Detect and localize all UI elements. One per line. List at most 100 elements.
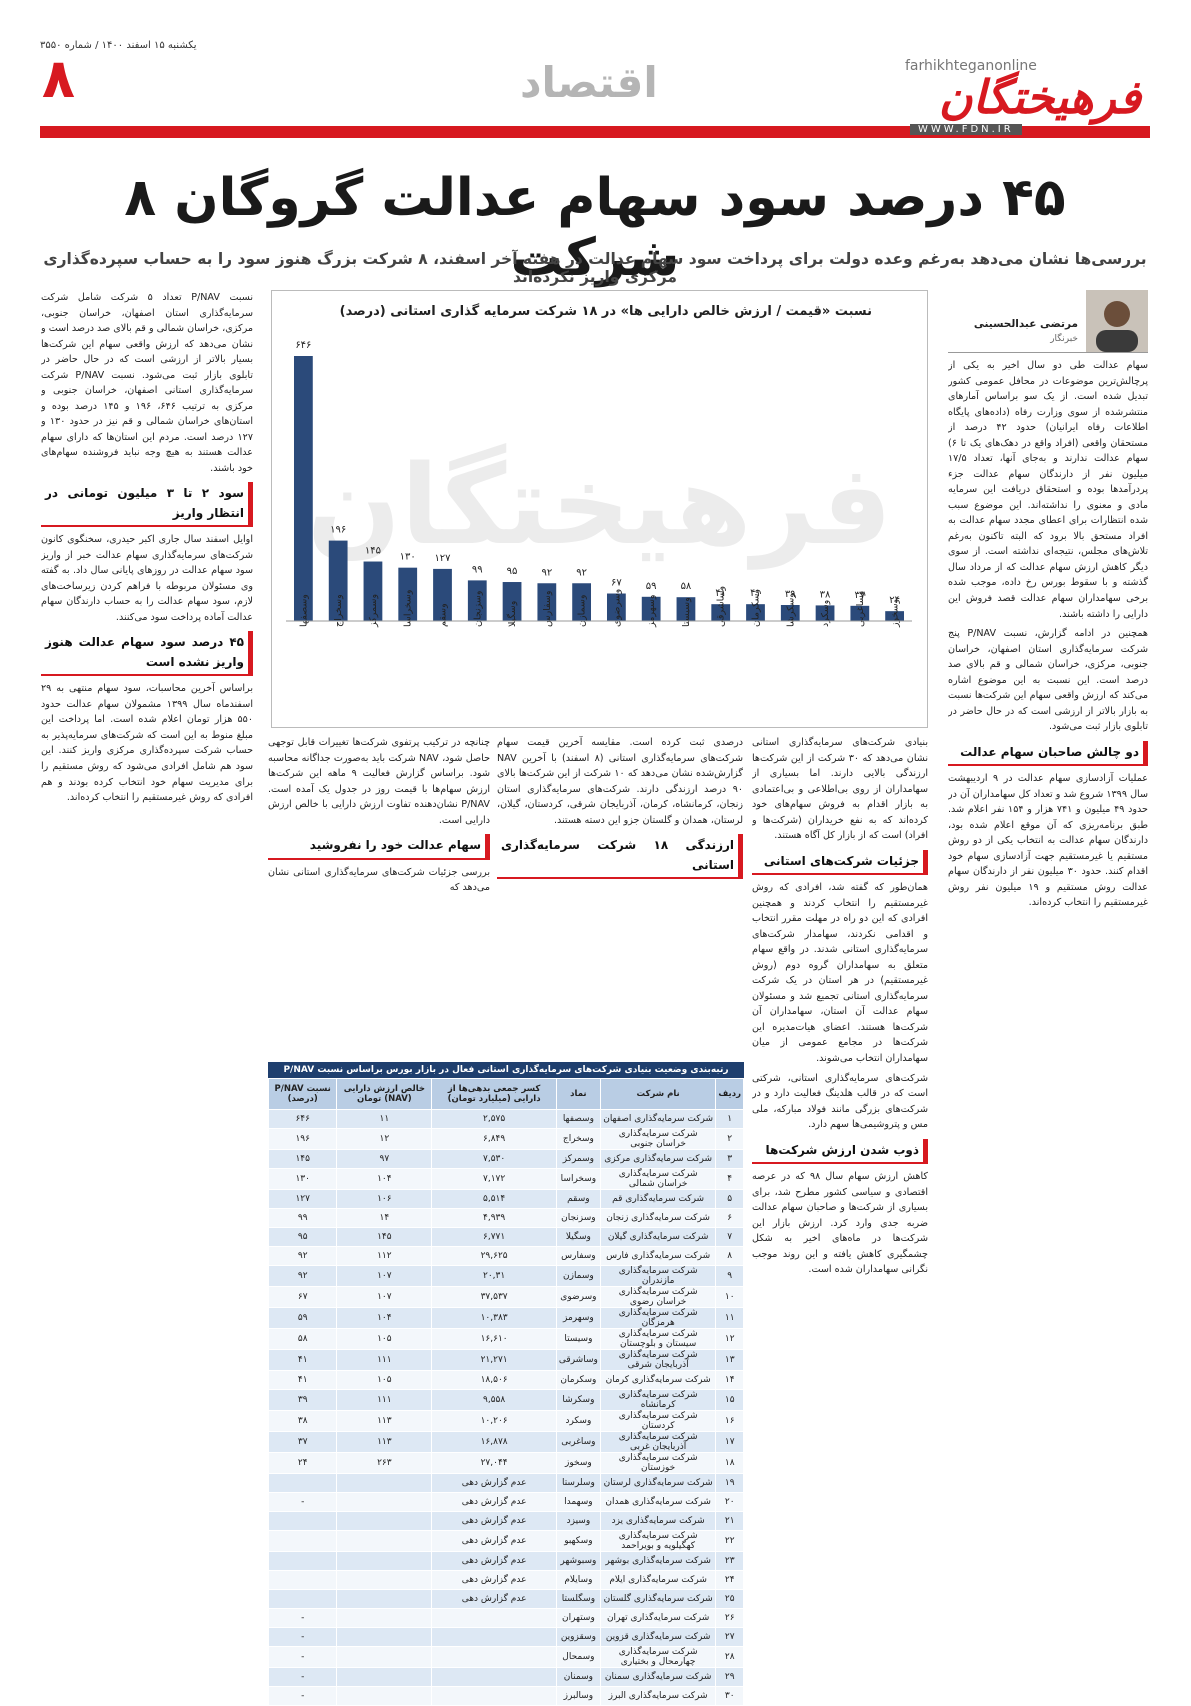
table-cell: ۴,۹۳۹ (431, 1208, 557, 1228)
table-cell: ۱۹ (715, 1473, 744, 1493)
category-label: وسزنجان (472, 591, 483, 627)
table-cell: ۱۳۰ (267, 1168, 338, 1190)
bar (746, 604, 765, 621)
table-cell: شرکت سرمایه‌گذاری چهارمحال و بختیاری (599, 1646, 717, 1668)
table-box: رتبه‌بندی وضعیت بنیادی شرکت‌های سرمایه‌گ… (267, 1062, 744, 1706)
category-label: وسخراسا (403, 590, 414, 627)
table-cell: ۱۰,۲۰۶ (431, 1410, 557, 1432)
table-cell: وساشرقی (555, 1349, 601, 1371)
table-cell: ۱۰۴ (336, 1168, 433, 1190)
table-cell: عدم گزارش دهی (431, 1589, 557, 1609)
table-cell: ۳۹ (267, 1389, 338, 1411)
bar (780, 605, 800, 621)
header-bar (40, 126, 1150, 138)
value-label: ۳۸ (820, 589, 831, 600)
table-cell: ۵ (715, 1189, 744, 1209)
table-cell: شرکت سرمایه‌گذاری مرکزی (599, 1149, 717, 1169)
bar (328, 540, 348, 621)
table-cell: وستهران (555, 1608, 601, 1628)
category-label: وسفارس (542, 591, 553, 627)
table-cell: ۹,۵۵۸ (431, 1389, 557, 1411)
table-cell: ۱۰۷ (336, 1286, 433, 1308)
table-cell: شرکت سرمایه‌گذاری گیلان (599, 1227, 717, 1247)
table-cell (336, 1570, 433, 1590)
table-body: ۱ شرکت سرمایه‌گذاری اصفهان وسصفها ۲,۵۷۵ ۱۱ ۶۴… (267, 1109, 744, 1706)
table-row: ۲۳ شرکت سرمایه‌گذاری بوشهر وسبوشهر عدم گزار… (267, 1551, 744, 1571)
paragraph: بررسی جزئیات شرکت‌های سرمایه‌گذاری استان… (268, 866, 490, 894)
table-cell: ۴۱ (267, 1370, 338, 1390)
table-cell: وسگیلا (555, 1227, 601, 1247)
category-label: وساشرقی (716, 586, 727, 627)
value-label: ۴۱ (750, 588, 761, 599)
table-row: ۲۹ شرکت سرمایه‌گذاری سمنان وسمنان - (267, 1667, 744, 1687)
table-row: ۱۱ شرکت سرمایه‌گذاری هرمزگان وسهرمز ۱۰,۳۸۳ ۱… (267, 1307, 744, 1329)
table-row: ۳۰ شرکت سرمایه‌گذاری البرز وسالبرز - (267, 1686, 744, 1706)
value-label: ۹۹ (472, 564, 483, 575)
bar (537, 583, 557, 621)
table-cell: ۱ (715, 1109, 744, 1129)
table-cell: ۷,۵۳۰ (431, 1149, 557, 1169)
table-cell: ۲۴ (715, 1570, 744, 1590)
table-cell: وسفارس (555, 1246, 601, 1266)
value-label: ۵۸ (681, 581, 692, 592)
table-header: ردیف نام شرکت نماد کسر جمعی بدهی‌ها از دارا… (267, 1078, 744, 1110)
table-row: ۲۰ شرکت سرمایه‌گذاری همدان وسهمدا عدم گزارش… (267, 1492, 744, 1512)
table-cell: وسصفها (555, 1109, 601, 1129)
table-row: ۱۳ شرکت سرمایه‌گذاری آذربایجان شرقی وساشرق… (267, 1349, 744, 1371)
bar (711, 604, 731, 621)
bar (502, 582, 522, 621)
table-cell: ۹۲ (267, 1246, 338, 1266)
table-cell: شرکت سرمایه‌گذاری همدان (599, 1492, 717, 1512)
table-cell: ۲۰ (715, 1492, 744, 1512)
table-title: رتبه‌بندی وضعیت بنیادی شرکت‌های سرمایه‌گ… (268, 1062, 744, 1078)
table-cell: ۹۲ (267, 1265, 338, 1287)
table-cell: شرکت سرمایه‌گذاری مازندران (599, 1265, 717, 1287)
table-cell: شرکت سرمایه‌گذاری سمنان (599, 1667, 717, 1687)
value-label: ۴۱ (715, 588, 726, 599)
table-cell: ۱۱۳ (336, 1410, 433, 1432)
table-cell: ۱۵ (715, 1389, 744, 1411)
category-label: وسمازن (577, 595, 588, 628)
table-cell: ۱۱۳ (336, 1431, 433, 1453)
table-cell: - (267, 1686, 338, 1706)
category-label: وسهرمز (646, 595, 657, 629)
table-cell: ۶۷ (267, 1286, 338, 1308)
table-row: ۶ شرکت سرمایه‌گذاری زنجان وسزنجان ۴,۹۳۹ ۱۴ ۹۹ (267, 1208, 744, 1228)
table-cell: ۵۹ (267, 1307, 338, 1329)
table-cell (267, 1570, 338, 1590)
table-cell (431, 1667, 557, 1687)
bar (363, 561, 383, 621)
table-cell: ۹ (715, 1265, 744, 1287)
column-mid: چنانچه در ترکیب پرتفوی شرکت‌ها تغییرات ق… (268, 735, 490, 1055)
watermark: فرهیختگان (307, 441, 892, 569)
category-label: وساغربی (855, 591, 866, 627)
table-cell: شرکت سرمایه‌گذاری کردستان (599, 1410, 717, 1432)
table-cell: ۱۸,۵۰۶ (431, 1370, 557, 1390)
table-cell: ۱۲۷ (267, 1189, 338, 1209)
table-cell: شرکت سرمایه‌گذاری قم (599, 1189, 717, 1209)
table-cell: شرکت سرمایه‌گذاری لرستان (599, 1473, 717, 1493)
column-header: کسر جمعی بدهی‌ها از دارایی (میلیارد توما… (431, 1078, 557, 1110)
bar (815, 605, 835, 621)
table-cell: شرکت سرمایه‌گذاری اصفهان (599, 1109, 717, 1129)
url: WWW.FDN.IR (910, 124, 1022, 135)
table-cell: ۹۹ (267, 1208, 338, 1228)
chart: نسبت «قیمت / ارزش خالص دارایی ها» در ۱۸ … (286, 303, 912, 629)
bar (572, 583, 592, 621)
paragraph: سهام عدالت طی دو سال اخیر به یکی از پرچا… (948, 360, 1148, 620)
table-cell (336, 1511, 433, 1531)
table-cell: ۲۶۳ (336, 1452, 433, 1474)
table-cell (336, 1473, 433, 1493)
category-label: وسرضوی (611, 589, 622, 627)
table-cell (336, 1492, 433, 1512)
bar (676, 597, 696, 621)
table-cell: وسزنجان (555, 1208, 601, 1228)
subheading: سود ۲ تا ۳ میلیون تومانی در انتظار واریز (41, 482, 253, 528)
table-cell: ۱۷ (715, 1431, 744, 1453)
lead: بررسی‌ها نشان می‌دهد به‌رغم وعده دولت بر… (43, 250, 1147, 286)
table-cell: شرکت سرمایه‌گذاری زنجان (599, 1208, 717, 1228)
table-cell (267, 1530, 338, 1552)
table-cell (431, 1627, 557, 1647)
value-label: ۱۳۰ (400, 552, 416, 563)
table-cell: ۵,۵۱۴ (431, 1189, 557, 1209)
